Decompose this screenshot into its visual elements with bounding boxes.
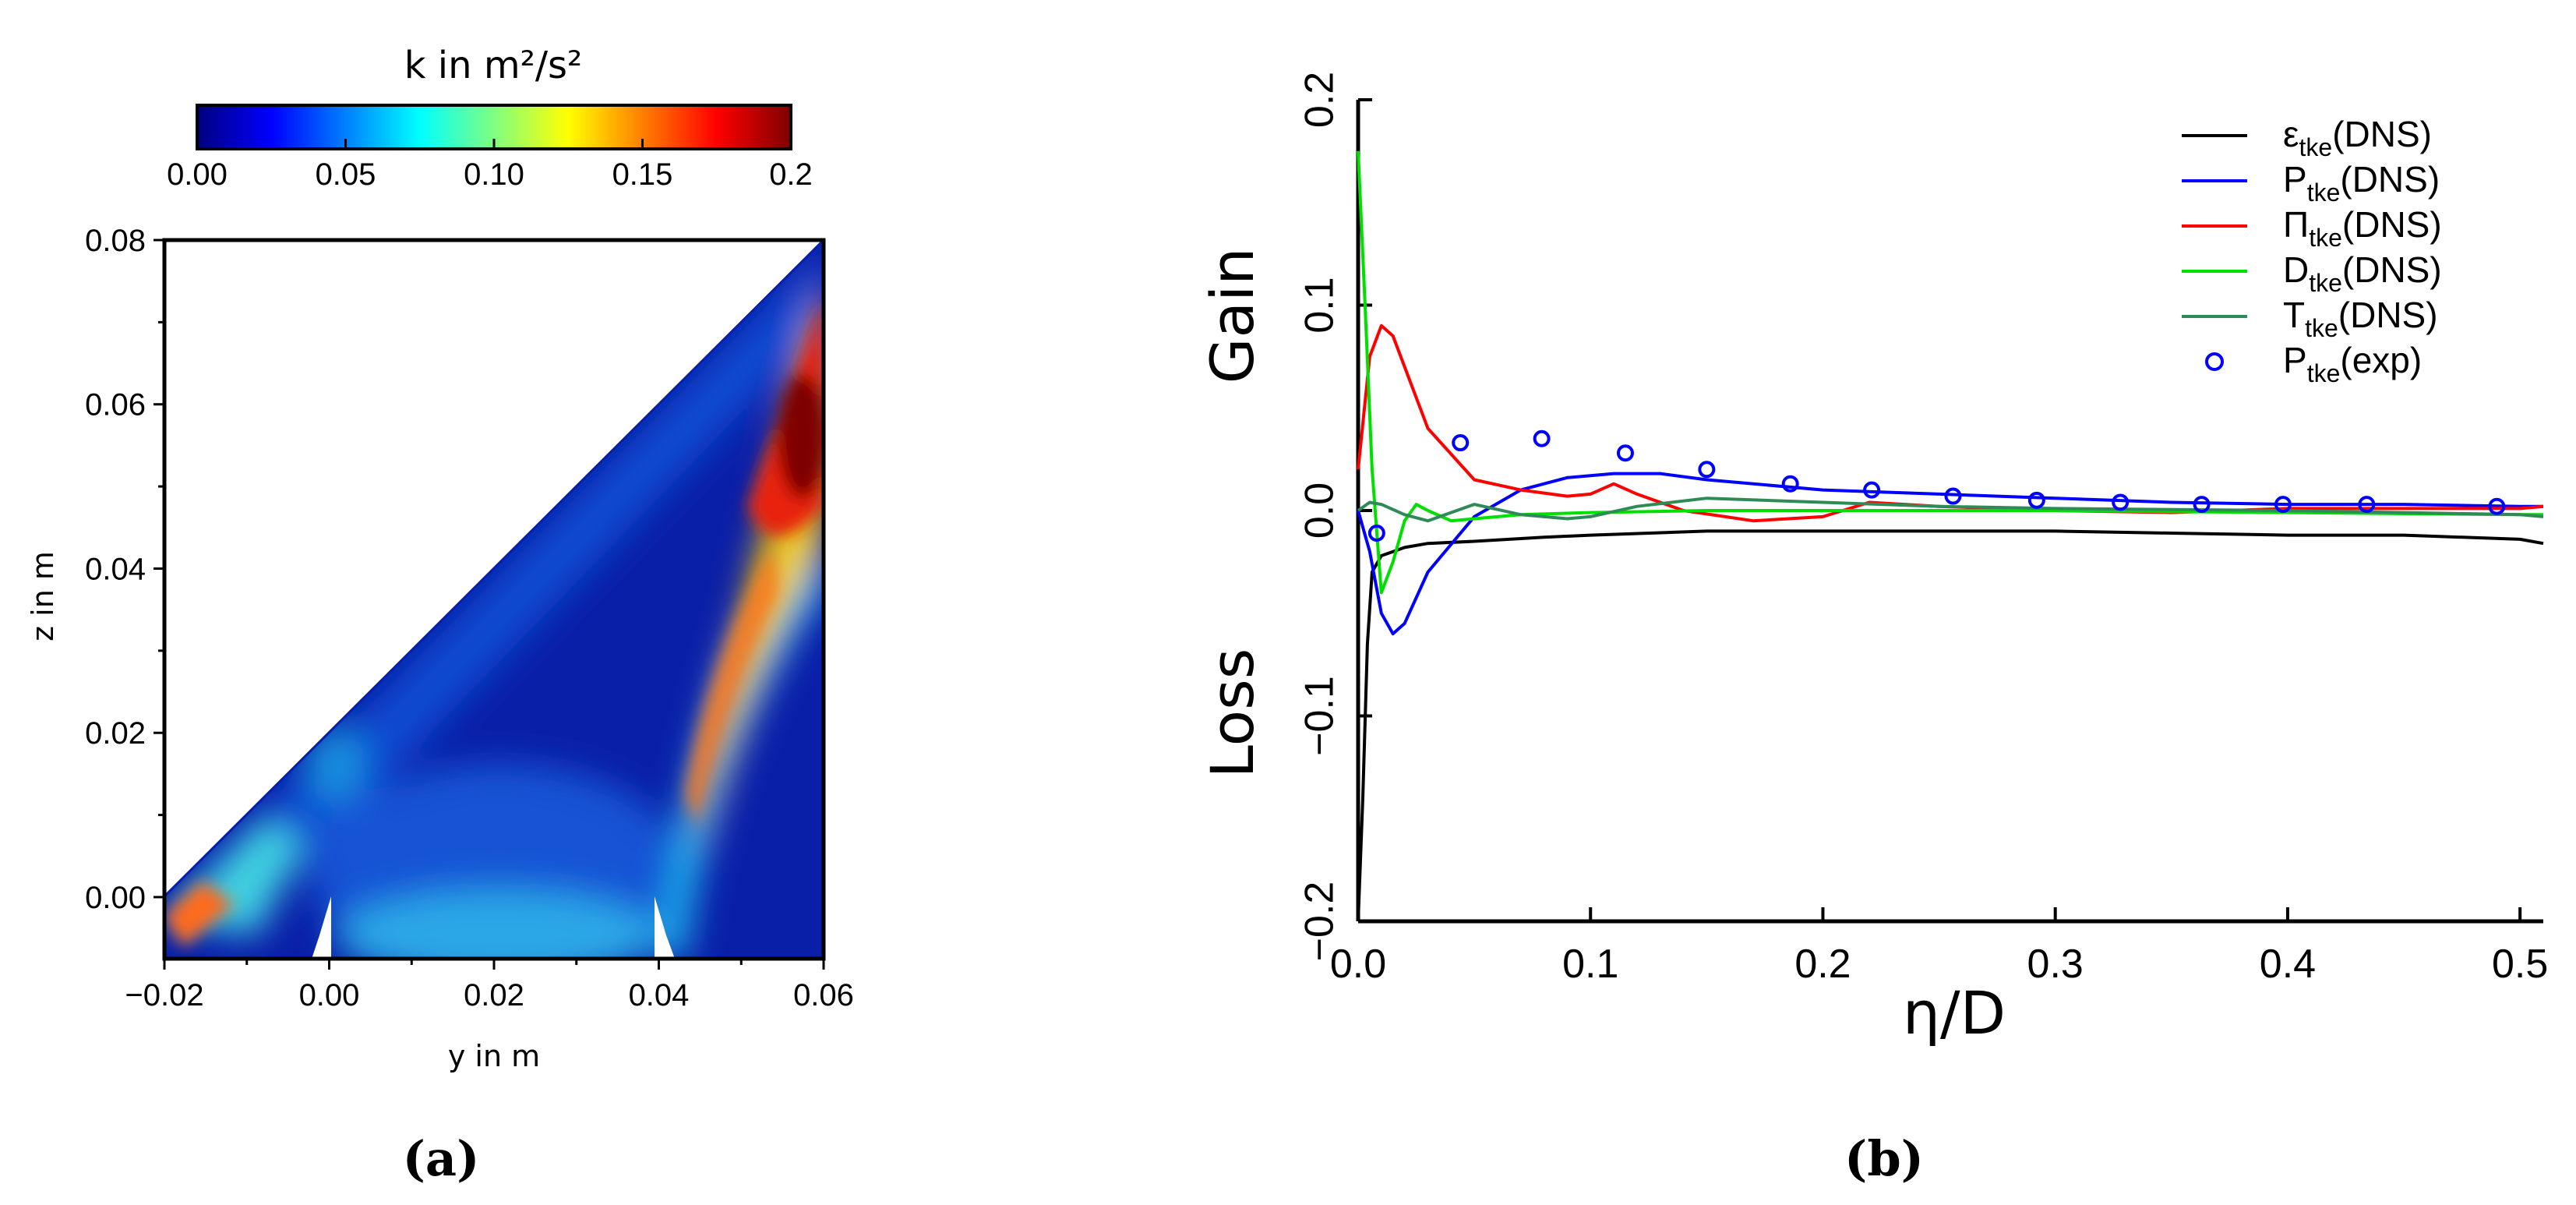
- colorbar-tick-label: 0.2: [769, 157, 813, 192]
- legend-entry: Πtke(DNS): [2182, 204, 2442, 252]
- data-point: [2274, 496, 2292, 514]
- y-tick-label: 0.2: [1297, 72, 1343, 128]
- legend-label: Πtke(DNS): [2283, 204, 2442, 252]
- data-point: [1367, 524, 1385, 542]
- x-tick-label: 0.4: [2260, 942, 2316, 987]
- x-tick-label: 0.0: [1330, 942, 1386, 987]
- x-tick-label: 0.1: [1562, 942, 1618, 987]
- series-line-3: [1357, 150, 2543, 595]
- series-line-1: [1357, 472, 2543, 636]
- x-tick-label: 0.00: [299, 978, 360, 1012]
- data-point: [2027, 491, 2045, 509]
- x-tick-label: −0.02: [125, 978, 203, 1012]
- legend-entry: Ttke(DNS): [2182, 295, 2438, 342]
- heatmap-y-label: z in m: [26, 551, 60, 641]
- x-tick-label: 0.5: [2492, 942, 2548, 987]
- series-p-exp-markers: [1367, 429, 2506, 542]
- line-x-axis: 0.0 0.1 0.2 0.3 0.4 0.5: [1330, 907, 2548, 987]
- loss-label: Loss: [1198, 648, 1267, 779]
- colorbar-tick-label: 0.00: [167, 157, 228, 192]
- panel-b-label: (b): [1844, 1130, 1924, 1187]
- y-tick-label: −0.1: [1297, 676, 1343, 756]
- gain-label: Gain: [1198, 248, 1267, 384]
- series-line-4: [1357, 496, 2544, 523]
- data-point: [1452, 434, 1470, 452]
- legend-label: εtke(DNS): [2283, 114, 2432, 161]
- y-tick-label: 0.06: [85, 388, 146, 422]
- legend-label: Ttke(DNS): [2283, 295, 2438, 342]
- data-point: [2193, 496, 2211, 514]
- legend-label: Ptke(exp): [2283, 340, 2422, 387]
- legend-entry: Ptke(exp): [2205, 340, 2422, 387]
- legend-label: Dtke(DNS): [2283, 249, 2442, 297]
- x-tick-label: 0.06: [793, 978, 854, 1012]
- y-tick-label: 0.1: [1297, 277, 1343, 333]
- x-tick-label: 0.02: [464, 978, 524, 1012]
- heatmap-x-axis: −0.02 0.00 0.02 0.04 0.06: [125, 959, 854, 1012]
- legend-entry: Ptke(DNS): [2182, 159, 2440, 207]
- legend-entry: Dtke(DNS): [2182, 249, 2442, 297]
- series-line-0: [1357, 529, 2544, 922]
- y-tick-label: 0.00: [85, 881, 146, 915]
- data-point: [1863, 481, 1881, 499]
- colorbar-tick-label: 0.05: [316, 157, 376, 192]
- line-panel: 0.0 0.1 0.2 0.3 0.4 0.5 −0.2 −0.1 0.0 0.1 0.2 εtk…: [1198, 72, 2548, 1187]
- panel-a-label: (a): [403, 1130, 480, 1187]
- data-point: [2488, 497, 2506, 515]
- heatmap-panel: k in m²/s² 0.00 0.05 0.10 0.15 0.2: [26, 44, 854, 1187]
- legend-label: Ptke(DNS): [2283, 159, 2440, 207]
- x-tick-label: 0.2: [1794, 942, 1851, 987]
- legend-entry: εtke(DNS): [2182, 114, 2432, 161]
- data-point: [2112, 493, 2130, 511]
- data-point: [1781, 475, 1799, 493]
- data-point: [1616, 444, 1634, 462]
- line-x-label: η/D: [1903, 978, 2006, 1048]
- y-tick-label: 0.0: [1297, 482, 1343, 539]
- legend: εtke(DNS)Ptke(DNS)Πtke(DNS)Dtke(DNS)Ttke…: [2182, 114, 2442, 387]
- y-tick-label: −0.2: [1297, 882, 1343, 962]
- colorbar-ticks: 0.00 0.05 0.10 0.15 0.2: [167, 139, 813, 192]
- heatmap-y-axis: 0.00 0.02 0.04 0.06 0.08: [85, 224, 164, 915]
- data-point: [2358, 496, 2376, 514]
- colorbar-tick-label: 0.10: [464, 157, 524, 192]
- legend-marker: [2205, 352, 2224, 371]
- heatmap-x-label: y in m: [448, 1039, 540, 1073]
- y-tick-label: 0.08: [85, 224, 146, 258]
- x-tick-label: 0.04: [629, 978, 690, 1012]
- data-point: [1533, 429, 1551, 447]
- colorbar-title: k in m²/s²: [404, 44, 583, 87]
- data-point: [1698, 461, 1716, 479]
- y-tick-label: 0.02: [85, 716, 146, 751]
- heatmap-field: [163, 239, 825, 959]
- x-tick-label: 0.3: [2027, 942, 2084, 987]
- line-series: [1357, 150, 2544, 922]
- y-tick-label: 0.04: [85, 552, 146, 586]
- line-y-axis: −0.2 −0.1 0.0 0.1 0.2: [1297, 72, 1372, 961]
- colorbar-tick-label: 0.15: [612, 157, 673, 192]
- data-point: [1944, 487, 1962, 505]
